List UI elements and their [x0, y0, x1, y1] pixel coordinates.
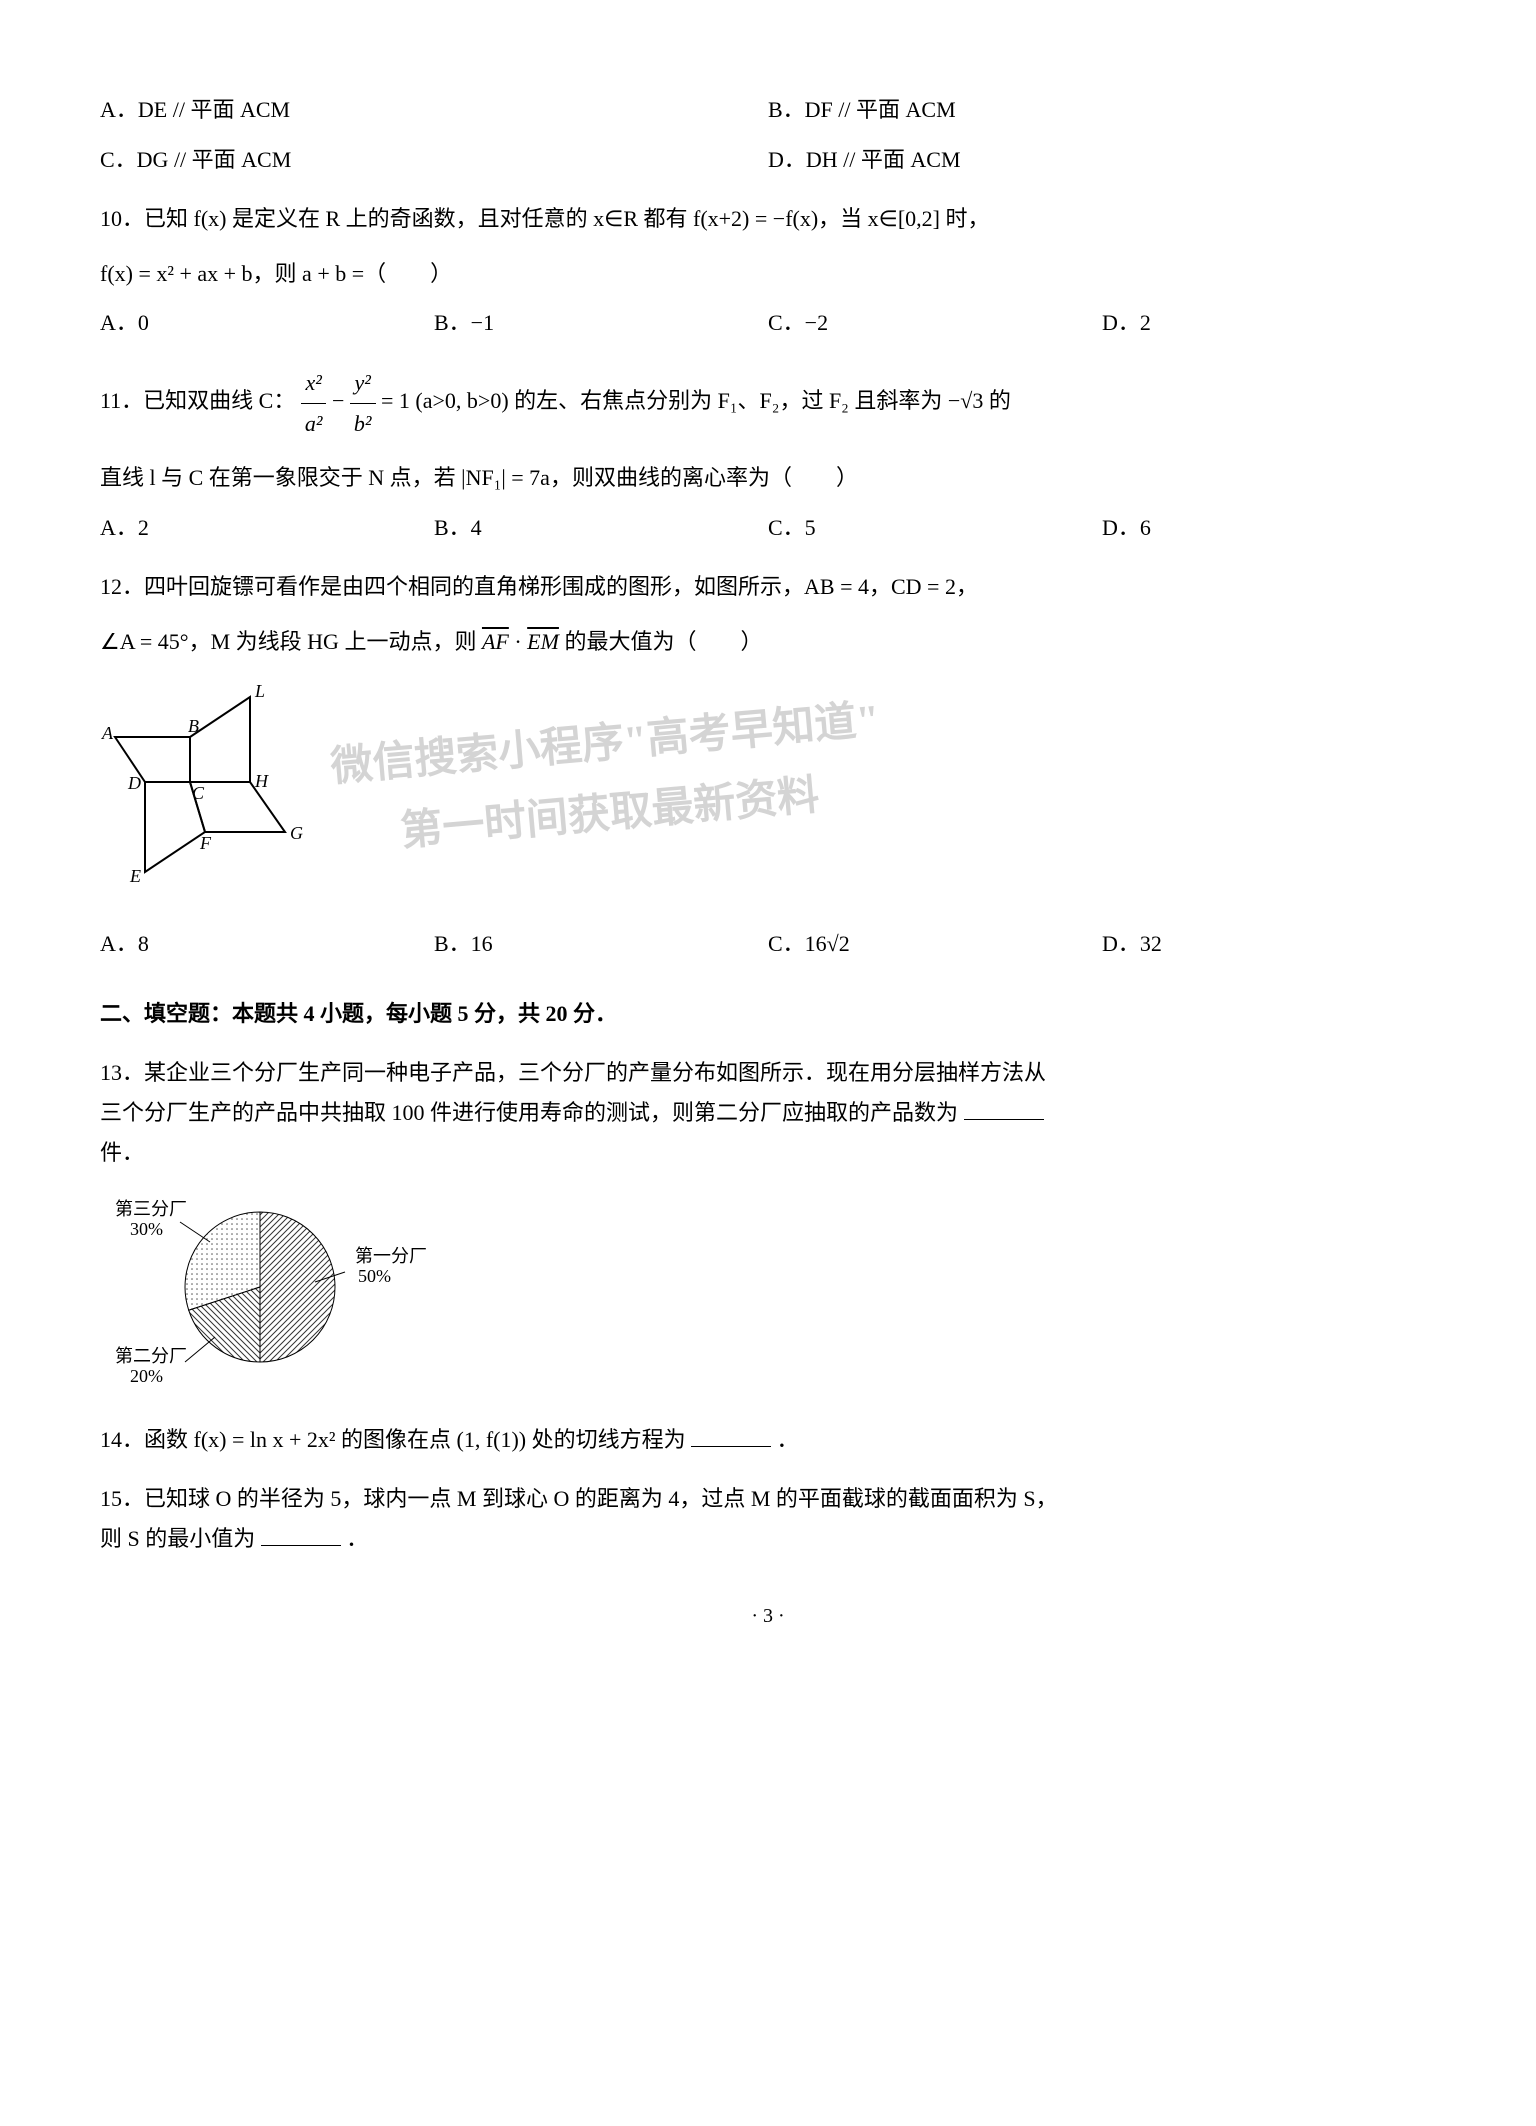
q15: 15．已知球 O 的半径为 5，球内一点 M 到球心 O 的距离为 4，过点 M…	[100, 1479, 1436, 1558]
q11-frac-x-num: x²	[301, 363, 327, 404]
q12-options: A．8 B．16 C．16√2 D．32	[100, 924, 1436, 964]
q10-option-d: D．2	[1102, 303, 1436, 343]
q9-option-a: A．DE // 平面 ACM	[100, 90, 768, 130]
q10-option-c: C．−2	[768, 303, 1102, 343]
q10-option-a: A．0	[100, 303, 434, 343]
q15-stem1: 15．已知球 O 的半径为 5，球内一点 M 到球心 O 的距离为 4，过点 M…	[100, 1479, 1436, 1519]
q9-options-row2: C．DG // 平面 ACM D．DH // 平面 ACM	[100, 140, 1436, 180]
q13-stem2-line: 三个分厂生产的产品中共抽取 100 件进行使用寿命的测试，则第二分厂应抽取的产品…	[100, 1093, 1436, 1133]
page-number: · 3 ·	[100, 1598, 1436, 1634]
q12-stem2-end: 的最大值为（ ）	[564, 629, 762, 654]
q12-option-d: D．32	[1102, 924, 1436, 964]
q13-pie-svg: 第一分厂 50% 第三分厂 30% 第二分厂 20%	[100, 1187, 440, 1387]
q12-option-a: A．8	[100, 924, 434, 964]
q12-figure: A B L D C H E F G	[100, 677, 320, 897]
q11-frac-y-den: b²	[350, 404, 376, 444]
svg-text:E: E	[129, 866, 141, 886]
q12-figure-container: A B L D C H E F G 微信搜索小程序"高考早知道" 第一时间获取最…	[100, 677, 1436, 910]
q9-options-row1: A．DE // 平面 ACM B．DF // 平面 ACM	[100, 90, 1436, 130]
q14-stem: 14．函数 f(x) = ln x + 2x² 的图像在点 (1, f(1)) …	[100, 1427, 686, 1452]
q13: 13．某企业三个分厂生产同一种电子产品，三个分厂的产量分布如图所示．现在用分层抽…	[100, 1053, 1436, 1399]
q11-frac-x-den: a²	[301, 404, 327, 444]
q9-option-c: C．DG // 平面 ACM	[100, 140, 768, 180]
q12-option-b: B．16	[434, 924, 768, 964]
svg-text:B: B	[188, 716, 199, 736]
q10: 10．已知 f(x) 是定义在 R 上的奇函数，且对任意的 x∈R 都有 f(x…	[100, 199, 1436, 343]
q11: 11．已知双曲线 C： x² a² − y² b² = 1 (a>0, b>0)…	[100, 363, 1436, 547]
q13-stem3: 件．	[100, 1133, 1436, 1173]
pie-label3: 第三分厂	[115, 1199, 187, 1219]
q11-stem2: 直线 l 与 C 在第一象限交于 N 点，若 |NF₁| = 7a，则双曲线的离…	[100, 458, 1436, 498]
q11-option-d: D．6	[1102, 508, 1436, 548]
q11-options: A．2 B．4 C．5 D．6	[100, 508, 1436, 548]
q9-option-d: D．DH // 平面 ACM	[768, 140, 1436, 180]
svg-text:A: A	[101, 723, 114, 743]
q11-frac-x: x² a²	[301, 363, 327, 443]
q10-stem2: f(x) = x² + ax + b，则 a + b =（ ）	[100, 254, 1436, 294]
watermark-line1: 微信搜索小程序"高考早知道"	[328, 683, 883, 806]
q10-option-b: B．−1	[434, 303, 768, 343]
svg-text:F: F	[199, 833, 212, 853]
pie-pct3: 30%	[130, 1219, 163, 1239]
q15-blank	[261, 1519, 341, 1545]
q13-stem1: 13．某企业三个分厂生产同一种电子产品，三个分厂的产量分布如图所示．现在用分层抽…	[100, 1053, 1436, 1093]
q11-option-b: B．4	[434, 508, 768, 548]
q12-vec-em: EM	[527, 629, 559, 654]
svg-text:H: H	[254, 771, 269, 791]
q11-stem-mid: = 1 (a>0, b>0) 的左、右焦点分别为 F₁、F₂，过 F₂ 且斜率为…	[381, 388, 1011, 413]
q14: 14．函数 f(x) = ln x + 2x² 的图像在点 (1, f(1)) …	[100, 1420, 1436, 1460]
q11-frac-y-num: y²	[350, 363, 376, 404]
q15-stem2: 则 S 的最小值为	[100, 1526, 255, 1551]
q13-stem2: 三个分厂生产的产品中共抽取 100 件进行使用寿命的测试，则第二分厂应抽取的产品…	[100, 1100, 958, 1125]
q9-option-b: B．DF // 平面 ACM	[768, 90, 1436, 130]
section2-header: 二、填空题：本题共 4 小题，每小题 5 分，共 20 分．	[100, 994, 1436, 1034]
q10-options: A．0 B．−1 C．−2 D．2	[100, 303, 1436, 343]
q13-blank	[964, 1094, 1044, 1120]
q12-stem2-line: ∠A = 45°，M 为线段 HG 上一动点，则 AF · EM 的最大值为（ …	[100, 622, 1436, 662]
q15-stem2-line: 则 S 的最小值为 ．	[100, 1519, 1436, 1559]
q12: 12．四叶回旋镖可看作是由四个相同的直角梯形围成的图形，如图所示，AB = 4，…	[100, 567, 1436, 963]
q12-dot: ·	[514, 629, 527, 654]
q11-frac-y: y² b²	[350, 363, 376, 443]
q14-blank	[691, 1420, 771, 1446]
watermark-line2: 第一时间获取最新资料	[398, 758, 823, 870]
q11-stem1: 11．已知双曲线 C： x² a² − y² b² = 1 (a>0, b>0)…	[100, 363, 1436, 443]
q11-option-a: A．2	[100, 508, 434, 548]
svg-text:C: C	[192, 783, 205, 803]
q14-end: ．	[777, 1427, 799, 1452]
q13-pie-figure: 第一分厂 50% 第三分厂 30% 第二分厂 20%	[100, 1187, 1436, 1400]
q11-stem-pre: 11．已知双曲线 C：	[100, 388, 295, 413]
pie-label1: 第一分厂	[355, 1246, 427, 1266]
svg-text:L: L	[254, 681, 265, 701]
svg-text:G: G	[290, 823, 303, 843]
q12-option-c: C．16√2	[768, 924, 1102, 964]
q15-end: ．	[346, 1526, 368, 1551]
q12-vec-af: AF	[482, 629, 509, 654]
q10-stem1: 10．已知 f(x) 是定义在 R 上的奇函数，且对任意的 x∈R 都有 f(x…	[100, 199, 1436, 239]
q12-stem2: ∠A = 45°，M 为线段 HG 上一动点，则	[100, 629, 482, 654]
svg-text:D: D	[127, 773, 141, 793]
q11-option-c: C．5	[768, 508, 1102, 548]
q12-stem1: 12．四叶回旋镖可看作是由四个相同的直角梯形围成的图形，如图所示，AB = 4，…	[100, 567, 1436, 607]
pie-pct1: 50%	[358, 1266, 391, 1286]
pie-pct2: 20%	[130, 1366, 163, 1386]
pie-label2: 第二分厂	[115, 1346, 187, 1366]
